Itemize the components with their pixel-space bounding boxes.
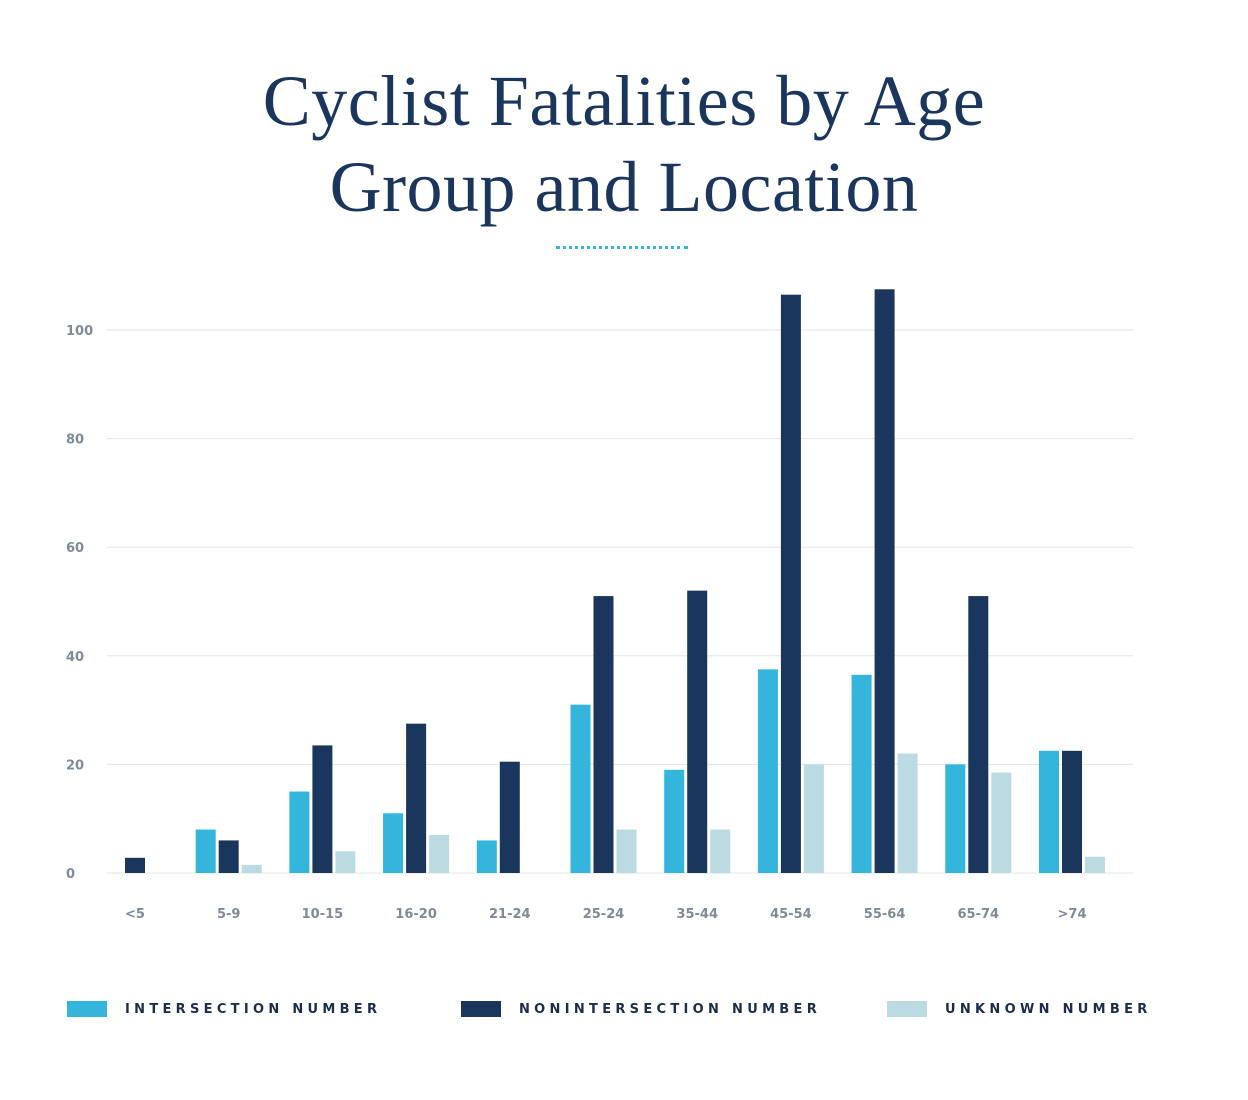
x-tick-label: 21-24 [489, 907, 531, 922]
legend-swatch-unknown [887, 1001, 927, 1017]
x-axis-ticks: <5 5-9 10-15 16-20 21-24 25-24 35-44 45-54 55-64… [125, 907, 1086, 922]
legend-swatch-nonintersection [461, 1001, 501, 1017]
legend-item-intersection: INTERSECTION NUMBER [67, 1000, 381, 1018]
bar-nonintersection->74 [1062, 750, 1082, 873]
bar-intersection-65-74 [945, 764, 966, 873]
bar-intersection-16-20 [383, 813, 404, 873]
y-tick-label: 80 [66, 433, 84, 448]
x-tick-label: 5-9 [217, 907, 241, 922]
bars [125, 289, 1105, 874]
bar-nonintersection-<5 [125, 857, 145, 873]
bar-unknown-55-64 [897, 753, 918, 873]
bar-intersection-25-24 [570, 704, 591, 873]
bar-nonintersection-35-44 [687, 590, 708, 873]
bar-nonintersection-45-54 [780, 294, 801, 874]
bar-nonintersection-65-74 [968, 596, 989, 873]
legend-item-nonintersection: NONINTERSECTION NUMBER [461, 1000, 821, 1018]
gridlines [107, 329, 1133, 874]
bar-intersection-55-64 [851, 674, 872, 873]
x-tick-label: 55-64 [864, 907, 906, 922]
bar-unknown-10-15 [335, 851, 356, 873]
legend-swatch-intersection [67, 1001, 107, 1017]
bar-nonintersection-55-64 [874, 289, 895, 873]
bar-chart: 0 20 40 60 80 100 <5 5-9 10-15 16-20 21-24 25-24 35… [66, 289, 1133, 922]
bar-unknown-65-74 [991, 772, 1012, 873]
bar-nonintersection-10-15 [312, 745, 333, 873]
bar-unknown-45-54 [803, 764, 824, 873]
legend-label-intersection: INTERSECTION NUMBER [125, 1001, 382, 1017]
bar-intersection-21-24 [476, 840, 497, 873]
bar-unknown-35-44 [710, 829, 731, 873]
x-tick-label: 35-44 [676, 907, 718, 922]
bar-nonintersection-25-24 [593, 596, 614, 873]
title-divider [556, 246, 688, 249]
bar-unknown->74 [1085, 856, 1105, 873]
legend-label-nonintersection: NONINTERSECTION NUMBER [519, 1001, 822, 1017]
y-tick-label: 60 [66, 541, 84, 556]
bar-unknown-25-24 [616, 829, 637, 873]
y-tick-label: 20 [66, 758, 84, 773]
bar-intersection->74 [1039, 750, 1059, 873]
x-tick-label: 45-54 [770, 907, 812, 922]
x-tick-label: >74 [1058, 907, 1087, 922]
y-tick-label: 40 [66, 650, 84, 665]
y-axis-ticks: 0 20 40 60 80 100 [66, 324, 93, 882]
chart-title-line-2: Group and Location [329, 147, 919, 227]
bar-intersection-45-54 [757, 669, 778, 873]
bar-nonintersection-16-20 [406, 723, 427, 873]
bar-unknown-16-20 [429, 834, 450, 873]
chart-title: Cyclist Fatalities by Age Group and Loca… [0, 58, 1248, 230]
y-tick-label: 100 [66, 324, 93, 339]
bar-intersection-5-9 [195, 829, 216, 873]
bar-intersection-35-44 [664, 769, 685, 873]
x-tick-label: <5 [125, 907, 145, 922]
x-tick-label: 10-15 [302, 907, 344, 922]
x-tick-label: 16-20 [395, 907, 437, 922]
x-tick-label: 25-24 [583, 907, 625, 922]
legend-label-unknown: UNKNOWN NUMBER [945, 1001, 1152, 1017]
x-tick-label: 65-74 [958, 907, 1000, 922]
bar-nonintersection-5-9 [218, 840, 239, 873]
chart-title-line-1: Cyclist Fatalities by Age [262, 61, 986, 141]
y-tick-label: 0 [66, 867, 75, 882]
legend-item-unknown: UNKNOWN NUMBER [887, 1000, 1152, 1018]
bar-nonintersection-21-24 [499, 761, 520, 873]
bar-intersection-10-15 [289, 791, 310, 873]
bar-unknown-5-9 [241, 864, 262, 873]
